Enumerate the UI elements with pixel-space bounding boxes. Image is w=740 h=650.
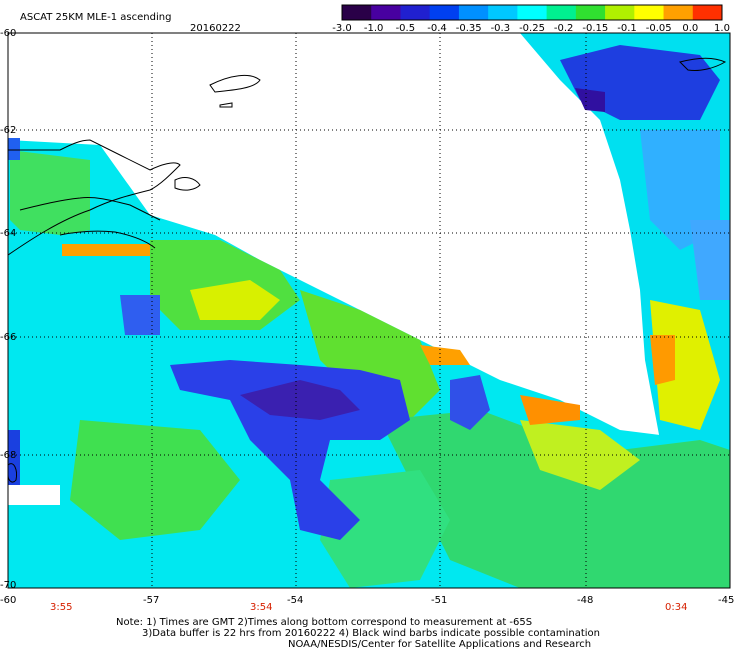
colorbar-segment (517, 5, 548, 20)
lon-label: -54 (287, 595, 303, 606)
footer-credit: NOAA/NESDIS/Center for Satellite Applica… (288, 639, 591, 650)
green-patch (300, 290, 440, 420)
colorbar-segment (575, 5, 606, 20)
colorbar-label: 1.0 (714, 23, 730, 34)
blue-patch (450, 375, 490, 430)
lon-label: -48 (577, 595, 593, 606)
lon-label: -51 (431, 595, 447, 606)
colorbar-segment (488, 5, 518, 20)
yellow-patch (190, 280, 280, 320)
colorbar-label: -0.25 (519, 23, 545, 34)
blue-patch (8, 138, 20, 160)
footer-note: Note: 1) Times are GMT 2)Times along bot… (116, 617, 532, 628)
colorbar-frame (341, 4, 723, 21)
wind-field-map (7, 33, 730, 588)
lat-lon-grid (8, 33, 730, 588)
footer-note: 3)Data buffer is 22 hrs from 20160222 4)… (142, 628, 600, 639)
blue-patch (560, 45, 720, 120)
green-patch (70, 420, 240, 540)
green-patch (10, 150, 90, 235)
colorbar-segment (342, 5, 372, 20)
map-date: 20160222 (190, 23, 241, 34)
lat-label: -70 (0, 580, 16, 591)
orange-patch (420, 345, 470, 365)
colorbar-segment (663, 5, 694, 20)
coastline (19, 197, 161, 221)
colorbar-segment (429, 5, 460, 20)
coastline (219, 102, 233, 108)
colorbar-segment (692, 5, 723, 20)
lat-label: -66 (0, 332, 16, 343)
map-frame (7, 32, 731, 589)
map-title: ASCAT 25KM MLE-1 ascending (20, 12, 171, 23)
orange-patch (650, 335, 675, 385)
colorbar-label: -0.05 (646, 23, 672, 34)
colorbar-label: -0.5 (396, 23, 416, 34)
colorbar-segment (458, 5, 489, 20)
colorbar-label: -0.3 (491, 23, 511, 34)
green-patch (320, 470, 450, 588)
colorbar-segment (634, 5, 665, 20)
colorbar-segment (400, 5, 431, 20)
coastline (679, 57, 727, 71)
lat-label: -64 (0, 228, 16, 239)
green-patch (380, 410, 730, 588)
colorbar-label: -0.4 (427, 23, 447, 34)
colorbar-label: -1.0 (364, 23, 384, 34)
coastline (174, 177, 201, 191)
yellow-patch (650, 300, 720, 430)
colorbar-label: -0.2 (554, 23, 574, 34)
coastline (7, 463, 17, 483)
colorbar: -3.0 -1.0 -0.5 -0.4 -0.35 -0.3 -0.25 -0.2 -0.15-… (332, 4, 730, 34)
purple-patch (240, 380, 360, 420)
lat-label: -62 (0, 125, 16, 136)
colorbar-segment (546, 5, 577, 20)
colorbar-segment (605, 5, 635, 20)
lat-label: -68 (0, 450, 16, 461)
blue-patch (120, 295, 160, 335)
orange-patch (62, 244, 150, 256)
colorbar-label: -3.0 (332, 23, 352, 34)
lat-label: -60 (0, 28, 16, 39)
time-label: 3:55 (50, 602, 72, 613)
time-label: 3:54 (250, 602, 272, 613)
coastline (59, 230, 156, 249)
lon-label: -57 (143, 595, 159, 606)
time-label: 0:34 (665, 602, 687, 613)
longitude-labels: -60 -57 -54 -51 -48 -45 (0, 595, 734, 606)
colorbar-label: -0.35 (456, 23, 482, 34)
purple-patch (575, 88, 605, 112)
colorbar-label: 0.0 (682, 23, 698, 34)
coastline (7, 139, 181, 256)
lon-label: -45 (718, 595, 734, 606)
colorbar-label: -0.15 (582, 23, 608, 34)
no-data-area (8, 485, 60, 505)
lon-label: -60 (0, 595, 16, 606)
latitude-labels: -60 -62 -64 -66 -68 -70 (0, 28, 16, 591)
coastline (209, 74, 261, 93)
colorbar-label: -0.1 (617, 23, 637, 34)
orange-patch (520, 395, 580, 425)
time-labels: 3:55 3:54 0:34 (50, 602, 687, 613)
light-blue-patch (690, 220, 730, 300)
colorbar-segment (371, 5, 401, 20)
